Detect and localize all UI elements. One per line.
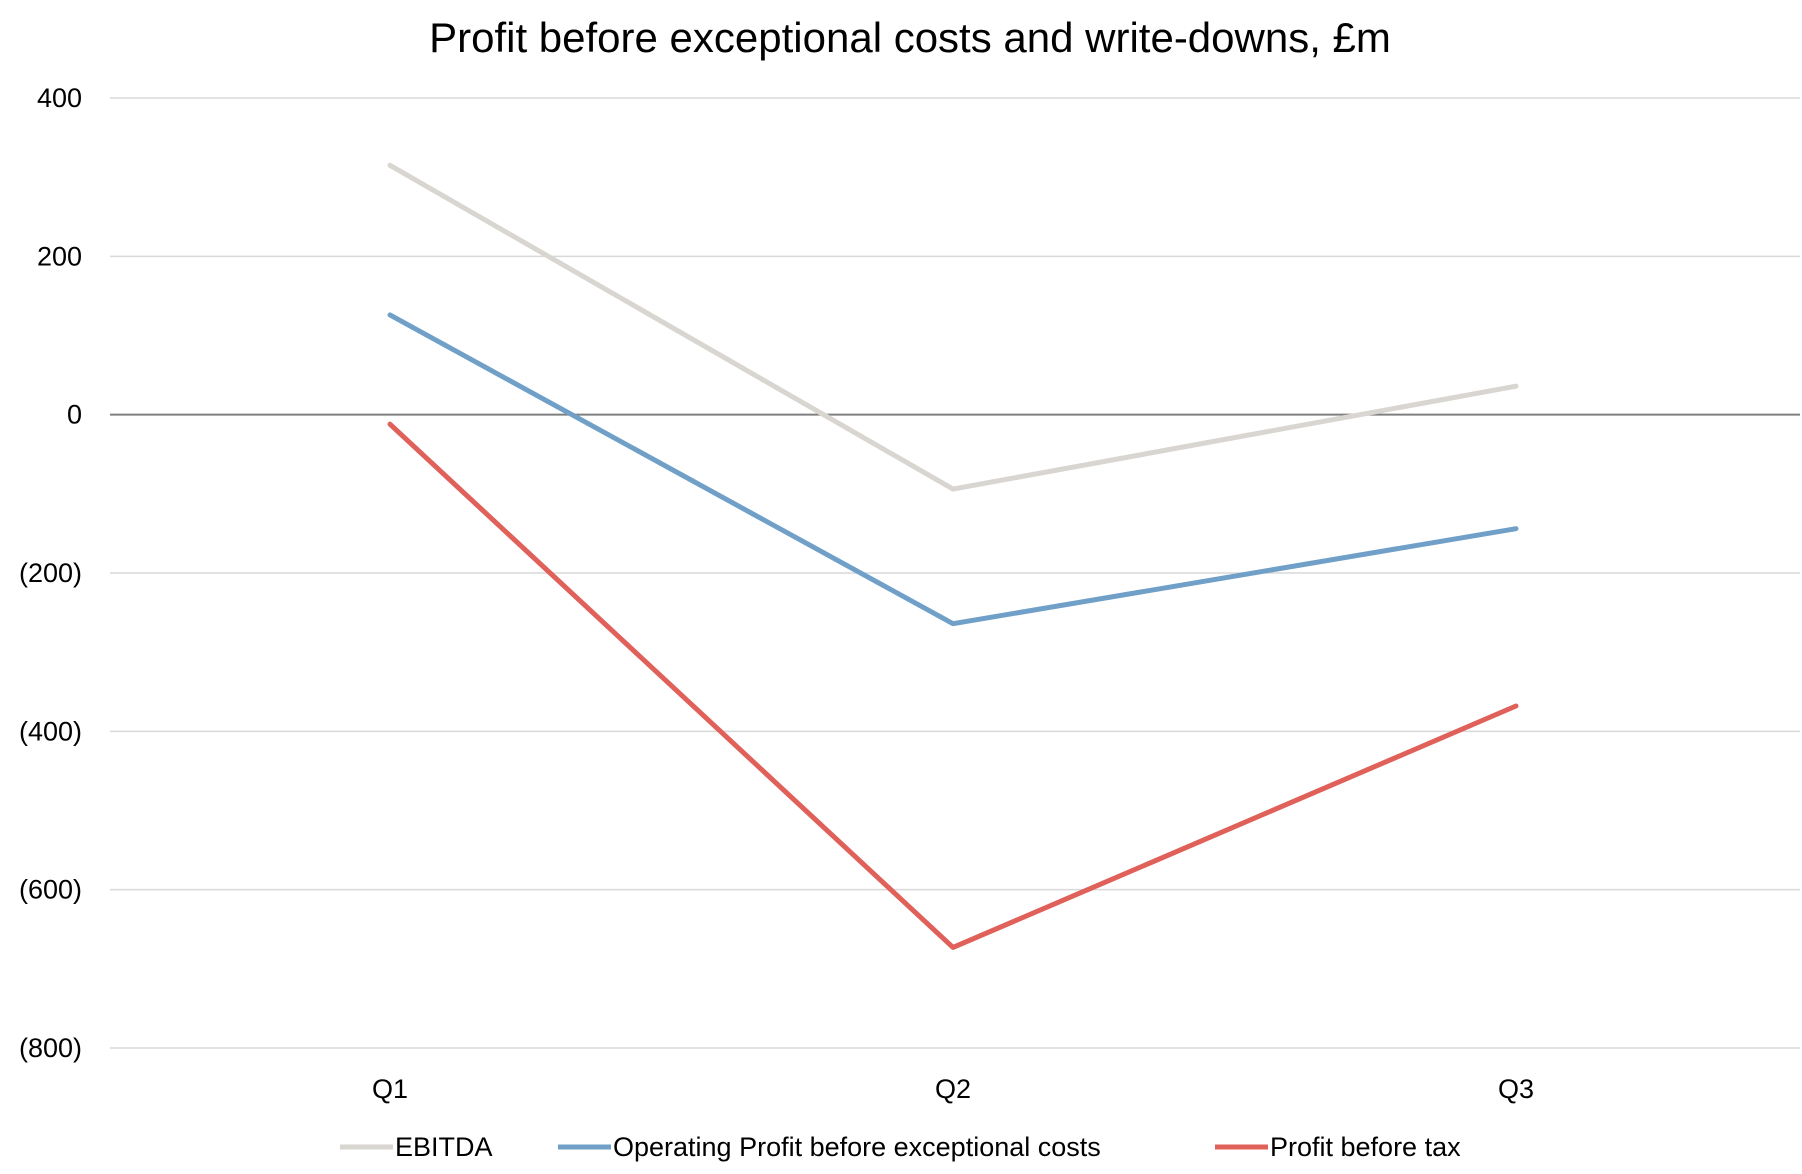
series-line xyxy=(387,312,1519,627)
legend-label: EBITDA xyxy=(395,1132,493,1162)
x-axis-tick-labels: Q1 Q2 Q3 xyxy=(372,1074,1534,1104)
y-tick-label: (400) xyxy=(19,716,82,746)
y-tick-label: (800) xyxy=(19,1033,82,1063)
y-tick-label: (200) xyxy=(19,558,82,588)
gridlines xyxy=(110,97,1800,1049)
series-lines xyxy=(387,162,1519,950)
series-line xyxy=(387,162,1519,492)
y-tick-label: 400 xyxy=(37,83,82,113)
y-tick-label: (600) xyxy=(19,875,82,905)
x-tick-label: Q3 xyxy=(1498,1074,1534,1104)
y-axis-tick-labels: 400 200 0 (200) (400) (600) (800) xyxy=(19,83,82,1063)
legend-label: Operating Profit before exceptional cost… xyxy=(613,1132,1101,1162)
chart-title: Profit before exceptional costs and writ… xyxy=(429,14,1391,61)
y-tick-label: 200 xyxy=(37,241,82,271)
y-tick-label: 0 xyxy=(67,400,82,430)
x-tick-label: Q1 xyxy=(372,1074,408,1104)
legend: EBITDA Operating Profit before exceptiona… xyxy=(340,1132,1461,1162)
x-tick-label: Q2 xyxy=(935,1074,971,1104)
series-line xyxy=(387,421,1519,950)
legend-label: Profit before tax xyxy=(1270,1132,1461,1162)
